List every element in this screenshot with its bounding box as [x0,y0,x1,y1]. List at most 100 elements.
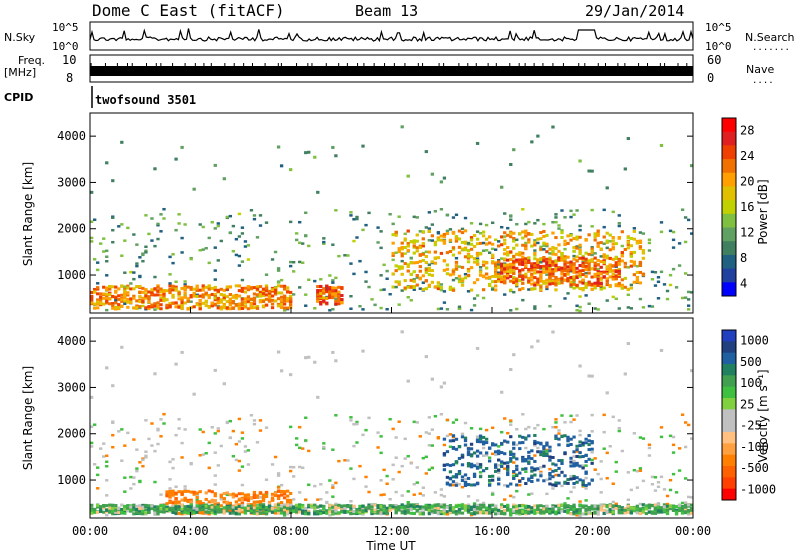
power-cell [605,239,609,243]
power-cell [509,235,513,239]
velocity-cell [237,440,242,443]
power-cell [487,235,492,239]
power-cell [596,267,600,271]
velocity-cell [334,505,338,509]
velocity-cell [614,502,618,506]
velocity-cell [231,495,236,499]
power-cell [424,150,428,154]
velocity-cell [620,508,624,512]
power-cell [659,230,664,234]
velocity-cell [123,507,127,511]
power-cell [512,278,516,282]
power-cell [201,295,205,299]
velocity-cell [481,505,486,509]
velocity-cell [430,466,435,470]
power-cell [500,243,504,247]
colorbar-swatch [722,254,736,270]
velocity-cell [159,435,163,438]
power-cell [231,301,236,305]
velocity-cell [686,503,691,507]
power-cell [93,302,97,306]
velocity-cell [376,506,380,510]
power-cell [439,288,444,292]
power-cell [162,289,166,293]
velocity-cell [599,460,603,463]
velocity-cell [403,507,407,511]
velocity-cell [90,445,94,448]
velocity-cell [264,509,269,513]
power-cell [475,252,480,256]
power-cell [108,293,112,297]
nsearch-tick-bottom: 10^0 [705,40,732,53]
velocity-cell [575,461,579,465]
power-cell [331,292,335,296]
power-cell [638,231,643,234]
power-cell [304,304,308,307]
power-cell [144,251,148,254]
power-cell [548,275,552,279]
velocity-cell [548,467,552,471]
velocity-cell [497,477,501,481]
velocity-cell [421,505,425,509]
power-cell [159,297,163,301]
colorbar-tick-label: 25 [740,397,754,411]
velocity-cell [638,508,643,512]
power-cell [524,244,528,248]
velocity-cell [189,500,193,504]
velocity-cell [569,464,573,468]
power-cell [620,259,624,263]
velocity-cell [497,508,501,512]
velocity-cell [222,509,226,513]
velocity-cell [530,449,534,453]
power-cell [641,306,646,309]
power-cell [418,287,422,290]
power-cell [132,233,136,236]
velocity-cell [126,431,130,435]
velocity-cell [285,506,290,510]
colorbar-tick-label: -100 [740,440,769,454]
power-cell [424,261,428,265]
velocity-cell [258,506,263,510]
velocity-cell [298,425,302,429]
velocity-cell [171,506,175,510]
power-cell [662,283,667,286]
velocity-cell [162,504,166,508]
power-cell [433,285,438,289]
velocity-cell [210,425,214,429]
power-cell [261,287,266,291]
velocity-cell [442,443,447,447]
velocity-cell [533,444,537,447]
velocity-cell [662,510,667,514]
velocity-cell [135,448,139,451]
power-cell [500,225,504,229]
velocity-cell [117,430,121,433]
power-cell [237,212,242,216]
velocity-cell [261,503,266,507]
power-cell [153,308,157,311]
velocity-cell [90,506,94,510]
velocity-cell [388,497,392,501]
velocity-cell [536,507,540,511]
velocity-cell [566,504,570,508]
velocity-cell [279,504,284,507]
power-cell [629,286,633,290]
power-cell [590,246,594,249]
power-cell [171,284,175,288]
velocity-cell [319,504,323,508]
power-cell [590,169,594,173]
power-cell [141,253,145,257]
velocity-cell [478,471,483,474]
power-cell [234,237,239,241]
power-cell [512,268,516,272]
power-cell [650,270,655,274]
velocity-cell [319,497,323,501]
velocity-cell [255,500,260,504]
power-cell [578,287,582,291]
power-cell [316,291,320,295]
power-cell [548,256,552,260]
velocity-cell [554,437,558,441]
velocity-cell [195,494,199,497]
power-cell [231,224,236,228]
power-cell [569,238,573,242]
power-cell [397,282,401,286]
